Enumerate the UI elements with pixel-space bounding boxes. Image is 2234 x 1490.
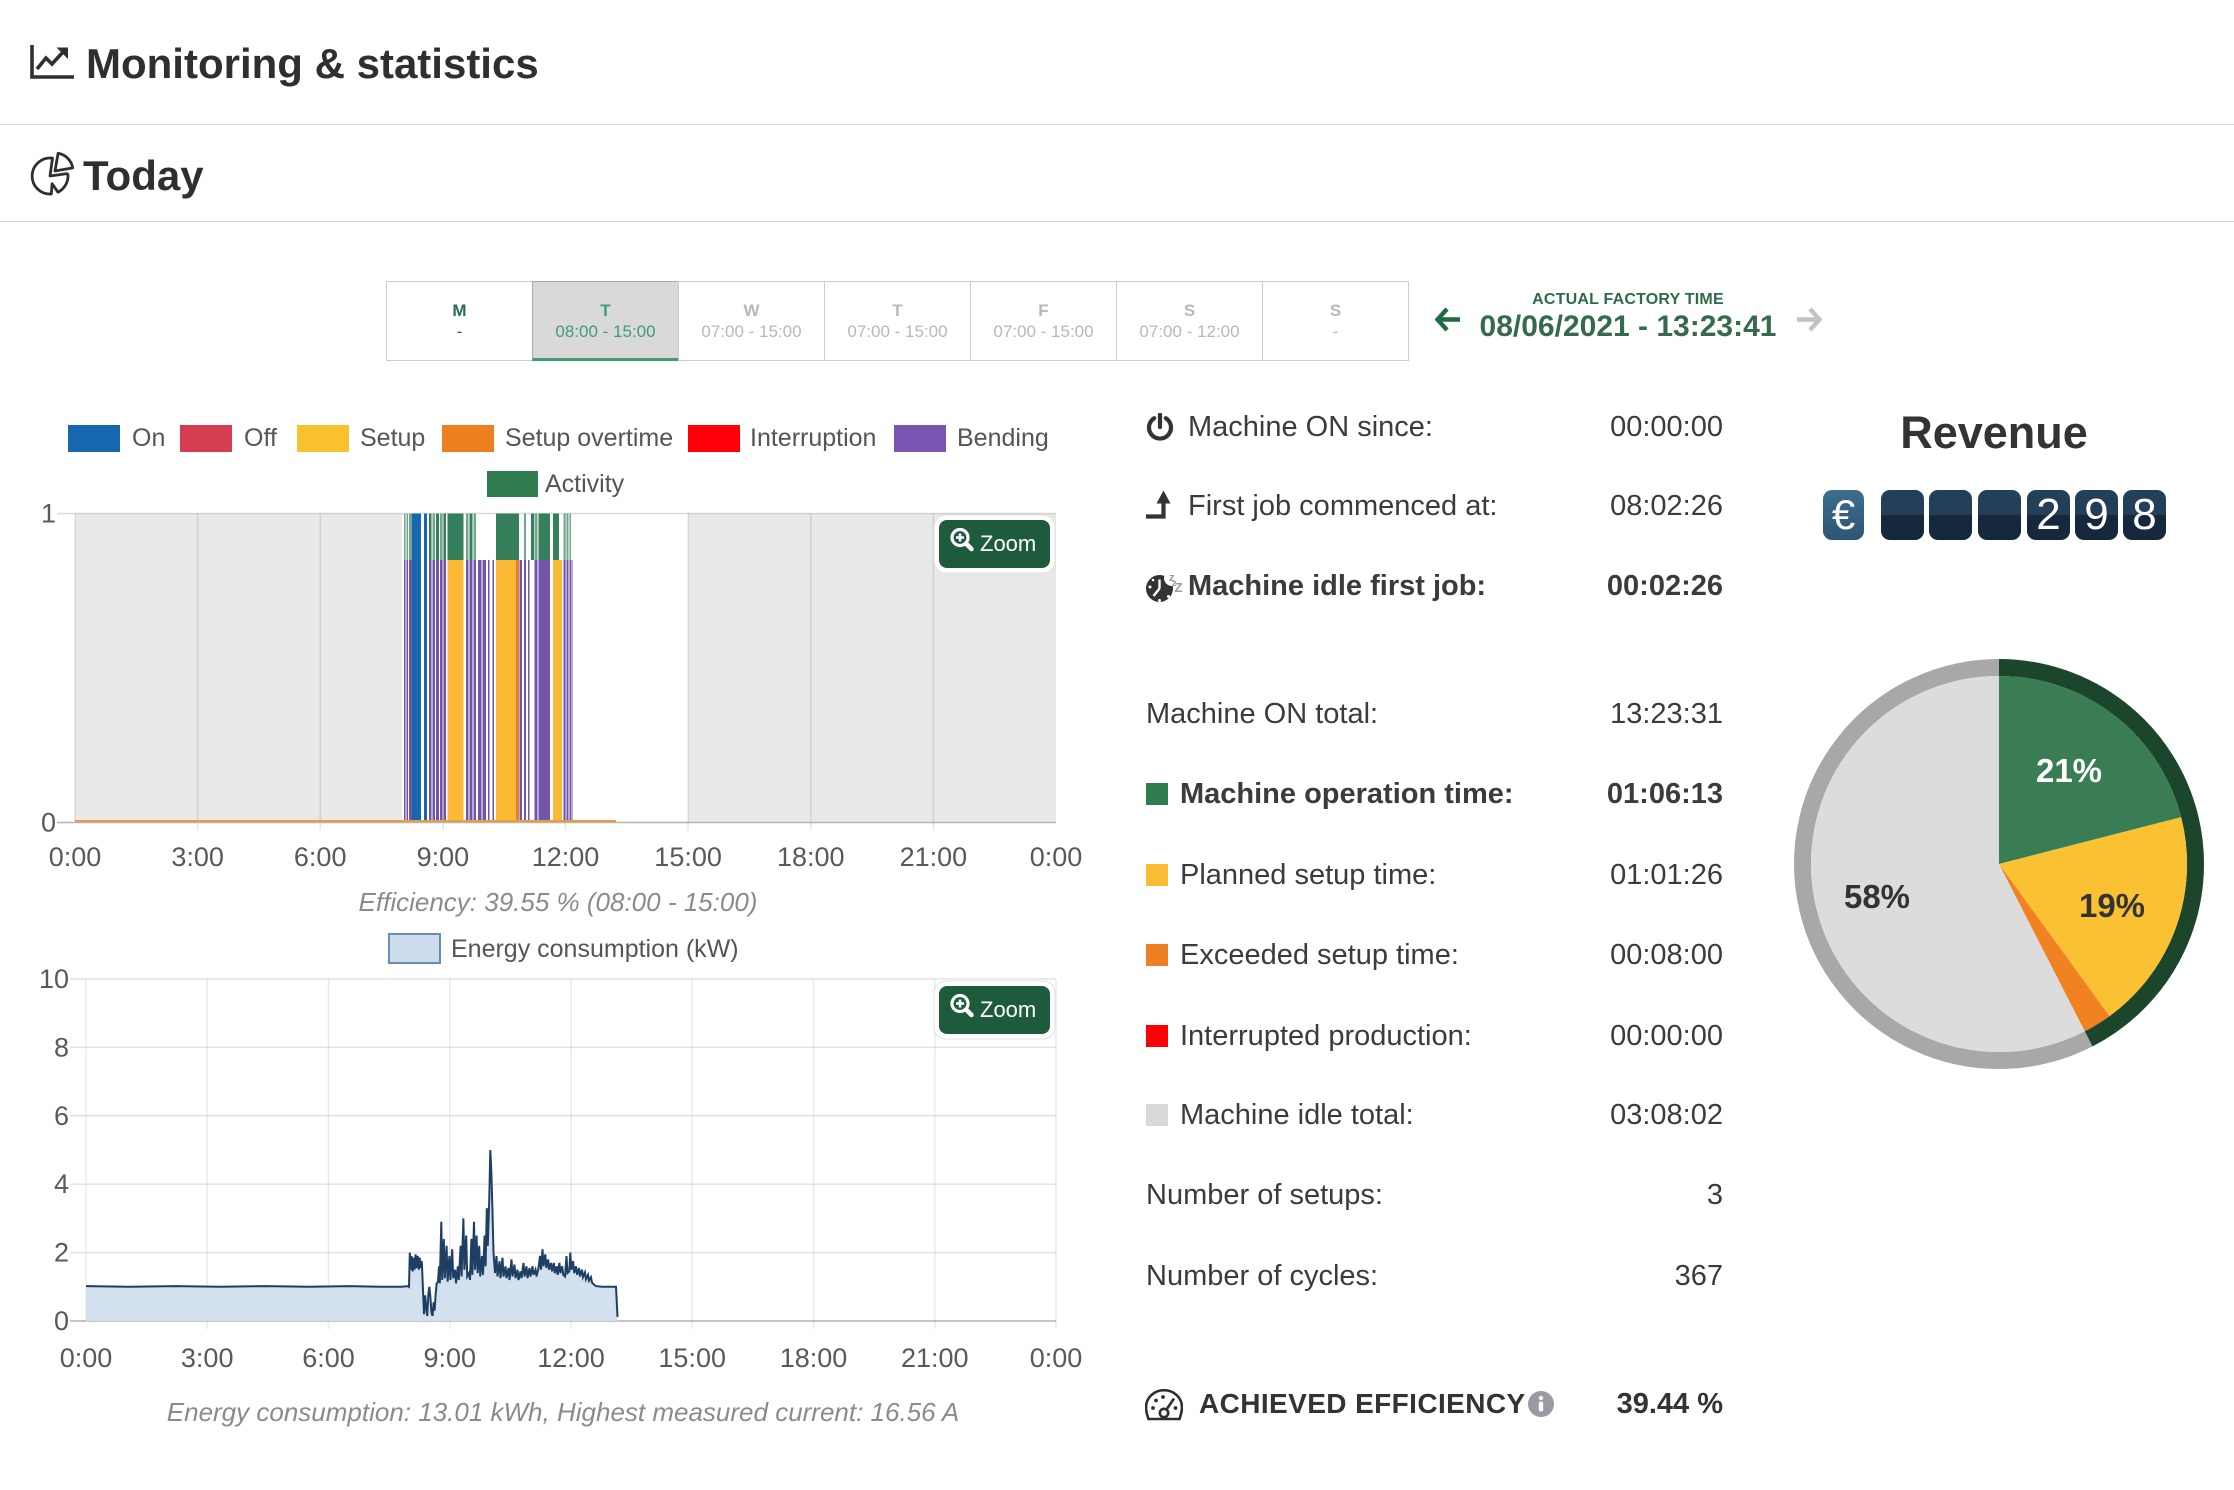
svg-text:21:00: 21:00 [900,842,968,872]
svg-text:Z: Z [1175,580,1183,595]
svg-text:6:00: 6:00 [294,842,347,872]
svg-text:0:00: 0:00 [49,842,102,872]
svg-text:Energy consumption: 13.01 kWh,: Energy consumption: 13.01 kWh, Highest m… [167,1397,959,1427]
svg-text:0:00: 0:00 [60,1343,113,1373]
svg-text:3:00: 3:00 [171,842,224,872]
svg-text:Efficiency: 39.55 % (08:00 - 1: Efficiency: 39.55 % (08:00 - 15:00) [359,887,758,917]
svg-text:12:00: 12:00 [537,1343,605,1373]
svg-text:Energy consumption (kW): Energy consumption (kW) [451,935,739,963]
svg-text:3:00: 3:00 [181,1343,234,1373]
svg-text:9:00: 9:00 [424,1343,477,1373]
svg-text:19%: 19% [2079,887,2145,924]
svg-text:8: 8 [54,1032,69,1062]
svg-text:2: 2 [54,1238,69,1268]
svg-text:0:00: 0:00 [1030,842,1083,872]
svg-text:4: 4 [54,1169,69,1199]
svg-text:Zoom: Zoom [980,997,1036,1022]
svg-text:0: 0 [41,808,56,838]
svg-text:10: 10 [39,964,69,994]
svg-text:58%: 58% [1844,878,1910,915]
svg-text:12:00: 12:00 [532,842,600,872]
svg-text:Zoom: Zoom [980,531,1036,556]
svg-text:15:00: 15:00 [654,842,722,872]
svg-text:21%: 21% [2036,752,2102,789]
svg-text:0: 0 [54,1306,69,1336]
svg-text:15:00: 15:00 [658,1343,726,1373]
svg-text:21:00: 21:00 [901,1343,969,1373]
svg-text:z: z [1169,572,1175,584]
svg-text:6:00: 6:00 [302,1343,355,1373]
svg-text:6: 6 [54,1101,69,1131]
svg-text:18:00: 18:00 [780,1343,848,1373]
svg-text:1: 1 [41,499,56,529]
svg-text:z: z [1172,578,1177,588]
svg-text:0:00: 0:00 [1030,1343,1083,1373]
svg-text:9:00: 9:00 [417,842,470,872]
svg-text:18:00: 18:00 [777,842,845,872]
